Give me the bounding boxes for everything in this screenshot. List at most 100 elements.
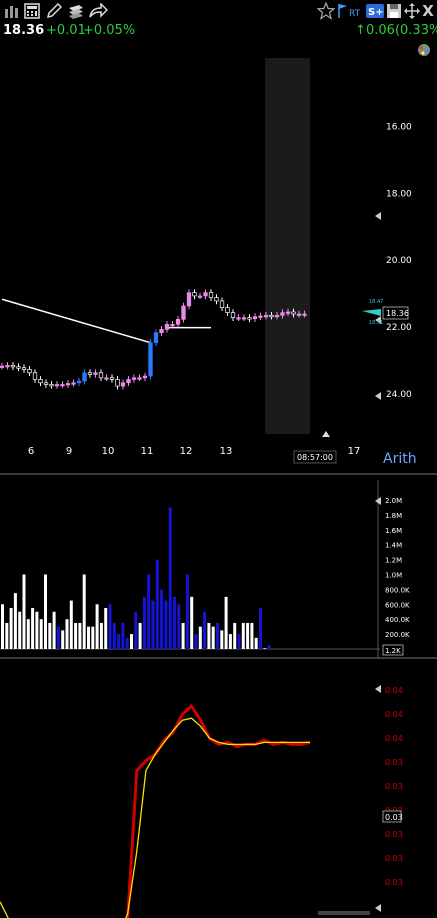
candle: [76, 380, 82, 384]
price-y-tick: 18.00: [386, 189, 412, 199]
indicator-axis-marker-icon: [375, 685, 381, 693]
candle: [93, 372, 98, 375]
volume-bar: [52, 611, 56, 649]
volume-bar: [13, 593, 17, 649]
candle: [43, 382, 49, 385]
save-icon[interactable]: [384, 2, 404, 20]
volume-bar: [82, 574, 86, 649]
s-plus-label: S+: [368, 7, 384, 18]
trendlines: [1, 298, 211, 344]
candle: [252, 316, 258, 320]
volume-bar: [134, 611, 138, 649]
candle: [21, 367, 27, 370]
volume-y-tick: 1.4M: [385, 542, 402, 550]
price-x-tick: 17: [348, 446, 361, 457]
volume-bar: [65, 619, 69, 649]
volume-bar: [74, 622, 78, 649]
settings-icon[interactable]: [418, 44, 430, 56]
candle: [192, 292, 197, 297]
close-icon[interactable]: X: [422, 2, 434, 20]
volume-current-label: 1.2K: [385, 647, 401, 655]
candle: [32, 372, 38, 380]
indicator-y-tick: 0.04: [385, 710, 403, 719]
candle: [208, 292, 214, 298]
candle: [247, 317, 252, 320]
volume-bar: [263, 648, 267, 649]
s-plus-icon[interactable]: S+: [365, 2, 385, 20]
candle: [274, 314, 280, 318]
volume-bar: [142, 596, 146, 649]
volume-bar: [125, 637, 129, 649]
volume-bar: [95, 604, 99, 649]
volume-bar: [207, 622, 211, 649]
trendline: [1, 298, 151, 344]
volume-bar: [228, 634, 232, 649]
calculator-icon[interactable]: [22, 2, 42, 20]
volume-bar: [173, 596, 176, 649]
price-axis-marker-icon: [375, 392, 381, 400]
price-y-tick: 22.00: [386, 323, 412, 333]
candle: [170, 323, 175, 327]
pencil-icon[interactable]: [44, 2, 64, 20]
candle: [263, 314, 269, 318]
volume-bar: [181, 622, 185, 649]
volume-bar: [267, 645, 271, 649]
candle: [236, 317, 241, 320]
rt-flag-icon[interactable]: RT: [336, 2, 364, 20]
indicator-y-tick: 0.03: [385, 758, 403, 767]
volume-bar: [99, 622, 103, 649]
indicator-axis-marker-icon: [375, 904, 381, 912]
volume-bar: [211, 626, 215, 649]
volume-bar: [194, 634, 198, 649]
candle: [197, 295, 203, 298]
share-arrow-icon[interactable]: [88, 2, 108, 20]
price-x-axis: 6 9 10 11 12 13 17: [28, 446, 361, 457]
quote-bar: 18.36 +0.01 +0.05% ↑ 0.06(0.33%): [0, 22, 437, 40]
volume-bar: [168, 507, 172, 649]
volume-bar: [39, 619, 43, 649]
candle: [115, 379, 120, 387]
candle: [5, 365, 10, 368]
volume-bar: [61, 630, 65, 649]
last-price-tag: 18.36: [386, 309, 409, 318]
volume-axis-marker-icon: [375, 497, 381, 505]
indicator-y-tick: 0.03: [385, 806, 403, 815]
star-icon[interactable]: [316, 2, 336, 20]
toolbar: RT S+ X: [0, 0, 437, 22]
volume-bar: [177, 604, 181, 649]
candle: [142, 375, 148, 379]
volume-bar: [220, 630, 224, 649]
volume-y-tick: 200.0K: [385, 631, 410, 639]
volume-bar: [190, 596, 194, 649]
candle: [120, 382, 126, 387]
candle: [104, 377, 109, 380]
price-x-tick: 6: [28, 446, 34, 457]
volume-bar: [224, 596, 228, 649]
price-x-tick: 11: [141, 446, 154, 457]
price-y-axis: 24.00 22.00 20.00 18.00 16.00: [386, 123, 412, 400]
volume-bar: [151, 600, 155, 649]
volume-bar: [31, 608, 35, 649]
candle: [230, 312, 236, 319]
volume-bar: [250, 622, 254, 649]
volume-bar: [198, 626, 202, 649]
scroll-up-icon[interactable]: [322, 431, 330, 437]
volume-bar: [233, 622, 237, 649]
arith-scale-button[interactable]: Arith: [383, 451, 417, 467]
candle: [175, 318, 181, 325]
up-arrow-icon: ↑: [355, 23, 366, 38]
move-icon[interactable]: [402, 2, 422, 20]
candle: [214, 297, 219, 302]
indicator-y-tick: 0.03: [385, 830, 403, 839]
candle: [302, 313, 307, 316]
candle: [82, 372, 87, 382]
layers-icon[interactable]: [66, 2, 86, 20]
candle: [10, 365, 16, 368]
volume-current-box: [382, 644, 404, 656]
volume-bar: [1, 604, 4, 649]
day-change: 0.06(0.33%): [366, 23, 437, 38]
bar-chart-icon[interactable]: [2, 2, 22, 20]
candle: [16, 366, 21, 369]
volume-bar: [91, 626, 95, 649]
